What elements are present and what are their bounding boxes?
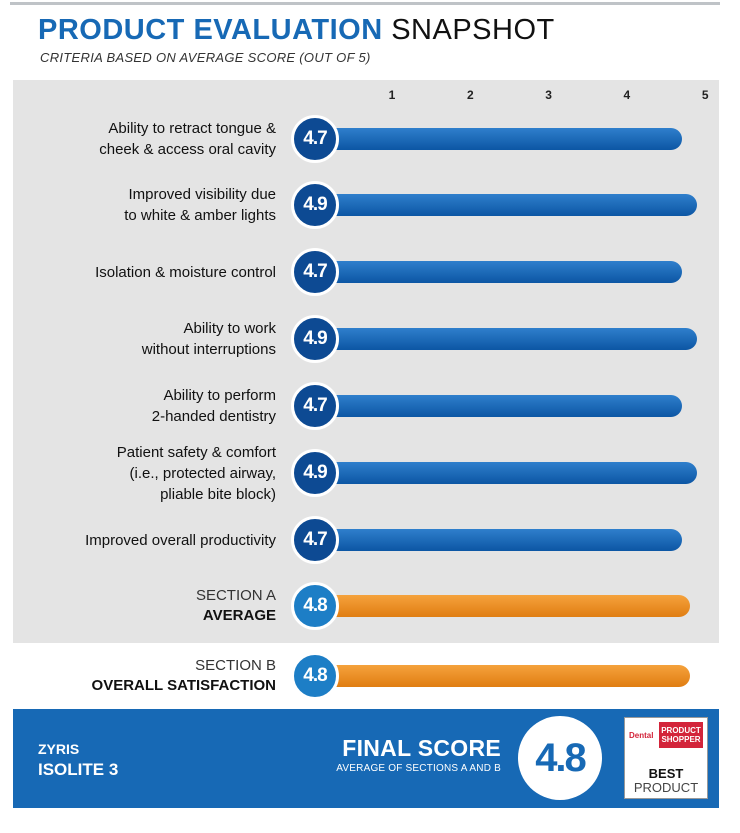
award-line2: SHOPPER — [661, 735, 701, 744]
product-name: ISOLITE 3 — [38, 760, 119, 779]
score-bar — [318, 194, 698, 216]
criterion-label: Patient safety & comfort (i.e., protected… — [16, 442, 276, 505]
axis-tick-label: 3 — [545, 88, 552, 102]
final-score-label: FINAL SCORE — [342, 735, 501, 761]
page-title: PRODUCT EVALUATION SNAPSHOT — [38, 14, 555, 46]
criterion-label-line: pliable bite block) — [160, 485, 276, 503]
final-score-label-block: FINAL SCORE AVERAGE OF SECTIONS A AND B — [313, 734, 501, 776]
criterion-label-line: without interruptions — [141, 341, 276, 358]
award-best: BEST — [648, 766, 684, 781]
page-subtitle: CRITERIA BASED ON AVERAGE SCORE (OUT OF … — [40, 50, 371, 65]
criterion-label: Improved overall productivity — [16, 530, 276, 551]
score-badge: 4.7 — [291, 115, 339, 163]
award-line1: PRODUCT — [661, 726, 701, 735]
section-name: SECTION A — [195, 587, 276, 604]
criterion-label-line: Ability to perform — [163, 387, 276, 404]
final-score-value: 4.8 — [518, 716, 602, 800]
award-header: Dental PRODUCT SHOPPER — [629, 722, 703, 748]
product-info: ZYRIS ISOLITE 3 — [38, 740, 118, 782]
axis-tick-label: 2 — [466, 88, 474, 102]
score-bar — [318, 395, 682, 417]
title-bold: PRODUCT EVALUATION — [38, 14, 383, 46]
title-light: SNAPSHOT — [391, 14, 555, 46]
score-bar — [318, 462, 698, 484]
score-bar — [318, 261, 682, 283]
summary-bar — [318, 665, 690, 687]
criterion-label: Ability to perform 2-handed dentistry — [16, 385, 276, 427]
summary-badge: 4.8 — [291, 652, 339, 700]
criterion-label: Improved visibility due to white & amber … — [16, 184, 276, 226]
score-badge: 4.9 — [291, 181, 339, 229]
criterion-label-line: to white & amber lights — [124, 207, 276, 224]
criterion-label: Ability to retract tongue & cheek & acces… — [16, 118, 276, 160]
criterion-label-line: 2-handed dentistry — [151, 408, 276, 425]
axis-tick-label: 4 — [623, 88, 631, 102]
score-badge: 4.7 — [291, 516, 339, 564]
summary-bar — [318, 595, 690, 617]
criterion-label-line: Ability to work — [183, 320, 276, 337]
score-badge: 4.9 — [291, 315, 339, 363]
criterion-label: Ability to work without interruptions — [16, 318, 276, 360]
section-label: SECTION A AVERAGE — [16, 586, 276, 626]
final-score-footer: ZYRIS ISOLITE 3 FINAL SCORE AVERAGE OF S… — [13, 709, 719, 808]
criterion-label-line: cheek & access oral cavity — [99, 141, 276, 158]
criterion-label-line: Isolation & moisture control — [95, 263, 276, 281]
section-title: AVERAGE — [202, 607, 276, 624]
best-product-award-logo: Dental PRODUCT SHOPPER BEST PRODUCT — [624, 717, 708, 799]
award-dental: Dental — [629, 722, 659, 748]
criterion-label-line: Ability to retract tongue & — [108, 120, 276, 137]
score-badge: 4.7 — [291, 382, 339, 430]
score-badge: 4.7 — [291, 248, 339, 296]
score-bar — [318, 529, 682, 551]
criterion-label-line: Improved overall productivity — [85, 531, 276, 549]
product-brand: ZYRIS — [38, 741, 80, 757]
summary-badge: 4.8 — [291, 582, 339, 630]
score-bar — [318, 328, 698, 350]
criterion-label: Isolation & moisture control — [16, 262, 276, 283]
axis-tick-label: 5 — [701, 88, 709, 102]
score-bar — [318, 128, 682, 150]
axis-tick-label: 1 — [388, 88, 396, 102]
section-title: OVERALL SATISFACTION — [91, 677, 276, 694]
criterion-label-line: Patient safety & comfort — [116, 443, 276, 461]
final-score-sublabel: AVERAGE OF SECTIONS A AND B — [336, 763, 501, 774]
score-badge: 4.9 — [291, 449, 339, 497]
criterion-label-line: Improved visibility due — [128, 186, 276, 203]
criterion-label-line: (i.e., protected airway, — [129, 464, 276, 482]
section-a-panel — [13, 80, 719, 643]
award-product: PRODUCT — [633, 780, 699, 795]
award-banner: PRODUCT SHOPPER — [659, 722, 703, 748]
top-divider — [10, 2, 720, 5]
section-name: SECTION B — [195, 657, 276, 674]
section-label: SECTION B OVERALL SATISFACTION — [16, 656, 276, 696]
